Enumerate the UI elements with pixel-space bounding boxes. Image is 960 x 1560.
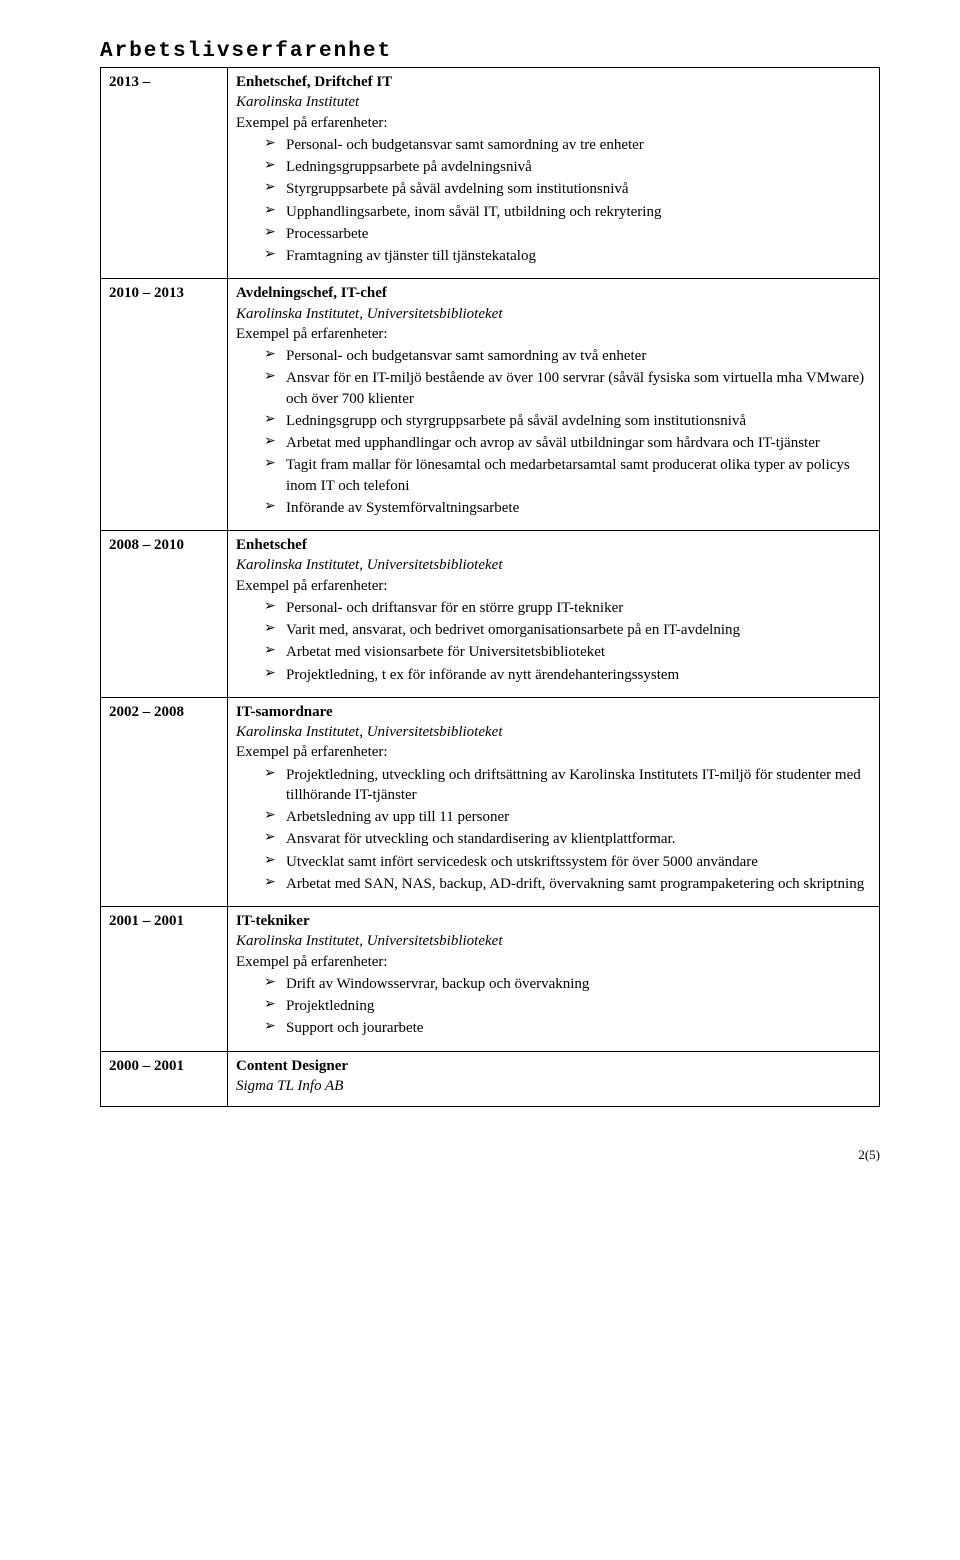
bullet-item: Arbetat med upphandlingar och avrop av s… [264, 433, 871, 453]
bullet-item: Arbetsledning av upp till 11 personer [264, 807, 871, 827]
years-cell: 2000 – 2001 [101, 1051, 228, 1107]
description-cell: Enhetschef, Driftchef IT Karolinska Insti… [228, 68, 880, 279]
organisation: Sigma TL Info AB [236, 1078, 343, 1094]
organisation: Karolinska Institutet, Universitetsbibli… [236, 557, 503, 573]
bullet-item: Projektledning, utveckling och driftsätt… [264, 765, 871, 806]
bullet-item: Processarbete [264, 224, 871, 244]
bullet-list: Personal- och budgetansvar samt samordni… [236, 135, 871, 267]
table-row: 2002 – 2008 IT-samordnare Karolinska Insti… [101, 697, 880, 906]
bullet-list: Personal- och budgetansvar samt samordni… [236, 346, 871, 518]
description-cell: Avdelningschef, IT-chef Karolinska Instit… [228, 279, 880, 531]
example-label: Exempel på erfarenheter: [236, 326, 388, 342]
bullet-item: Personal- och budgetansvar samt samordni… [264, 346, 871, 366]
section-heading: Arbetslivserfarenhet [100, 40, 880, 63]
example-label: Exempel på erfarenheter: [236, 115, 388, 131]
organisation: Karolinska Institutet, Universitetsbibli… [236, 933, 503, 949]
bullet-list: Projektledning, utveckling och driftsätt… [236, 765, 871, 895]
description-cell: IT-samordnare Karolinska Institutet, Univ… [228, 697, 880, 906]
role-title: Content Designer [236, 1058, 348, 1074]
table-row: 2013 – Enhetschef, Driftchef IT Karolinska… [101, 68, 880, 279]
example-label: Exempel på erfarenheter: [236, 744, 388, 760]
bullet-item: Ansvarat för utveckling och standardiser… [264, 829, 871, 849]
bullet-item: Personal- och budgetansvar samt samordni… [264, 135, 871, 155]
example-label: Exempel på erfarenheter: [236, 954, 388, 970]
bullet-list: Drift av Windowsservrar, backup och över… [236, 974, 871, 1039]
experience-table: 2013 – Enhetschef, Driftchef IT Karolinska… [100, 67, 880, 1107]
years-cell: 2008 – 2010 [101, 531, 228, 698]
bullet-item: Personal- och driftansvar för en större … [264, 598, 871, 618]
table-row: 2008 – 2010 Enhetschef Karolinska Institut… [101, 531, 880, 698]
bullet-item: Införande av Systemförvaltningsarbete [264, 498, 871, 518]
bullet-item: Projektledning [264, 996, 871, 1016]
description-cell: Content Designer Sigma TL Info AB [228, 1051, 880, 1107]
experience-tbody: 2013 – Enhetschef, Driftchef IT Karolinska… [101, 68, 880, 1107]
organisation: Karolinska Institutet, Universitetsbibli… [236, 306, 503, 322]
bullet-item: Projektledning, t ex för införande av ny… [264, 665, 871, 685]
years-cell: 2002 – 2008 [101, 697, 228, 906]
years-cell: 2001 – 2001 [101, 907, 228, 1052]
bullet-item: Upphandlingsarbete, inom såväl IT, utbil… [264, 202, 871, 222]
organisation: Karolinska Institutet, Universitetsbibli… [236, 724, 503, 740]
cv-page: Arbetslivserfarenhet 2013 –Enhetschef, D… [0, 0, 960, 1127]
bullet-item: Arbetat med SAN, NAS, backup, AD-drift, … [264, 874, 871, 894]
bullet-item: Utvecklat samt infört servicedesk och ut… [264, 852, 871, 872]
table-row: 2001 – 2001 IT-tekniker Karolinska Institu… [101, 907, 880, 1052]
bullet-item: Varit med, ansvarat, och bedrivet omorga… [264, 620, 871, 640]
bullet-item: Ansvar för en IT-miljö bestående av över… [264, 368, 871, 409]
bullet-item: Arbetat med visionsarbete för Universite… [264, 642, 871, 662]
role-title: Enhetschef, Driftchef IT [236, 74, 392, 90]
bullet-list: Personal- och driftansvar för en större … [236, 598, 871, 685]
page-footer: 2(5) [0, 1127, 960, 1163]
bullet-item: Tagit fram mallar för lönesamtal och med… [264, 455, 871, 496]
role-title: Enhetschef [236, 537, 307, 553]
role-title: IT-tekniker [236, 913, 310, 929]
bullet-item: Support och jourarbete [264, 1018, 871, 1038]
table-row: 2010 – 2013 Avdelningschef, IT-chef Karoli… [101, 279, 880, 531]
bullet-item: Framtagning av tjänster till tjänstekata… [264, 246, 871, 266]
years-cell: 2013 – [101, 68, 228, 279]
bullet-item: Ledningsgruppsarbete på avdelningsnivå [264, 157, 871, 177]
example-label: Exempel på erfarenheter: [236, 578, 388, 594]
description-cell: IT-tekniker Karolinska Institutet, Univer… [228, 907, 880, 1052]
role-title: Avdelningschef, IT-chef [236, 285, 387, 301]
bullet-item: Drift av Windowsservrar, backup och över… [264, 974, 871, 994]
bullet-item: Styrgruppsarbete på såväl avdelning som … [264, 179, 871, 199]
years-cell: 2010 – 2013 [101, 279, 228, 531]
bullet-item: Ledningsgrupp och styrgruppsarbete på så… [264, 411, 871, 431]
role-title: IT-samordnare [236, 704, 333, 720]
organisation: Karolinska Institutet [236, 94, 359, 110]
table-row: 2000 – 2001 Content Designer Sigma TL Info… [101, 1051, 880, 1107]
description-cell: Enhetschef Karolinska Institutet, Univers… [228, 531, 880, 698]
